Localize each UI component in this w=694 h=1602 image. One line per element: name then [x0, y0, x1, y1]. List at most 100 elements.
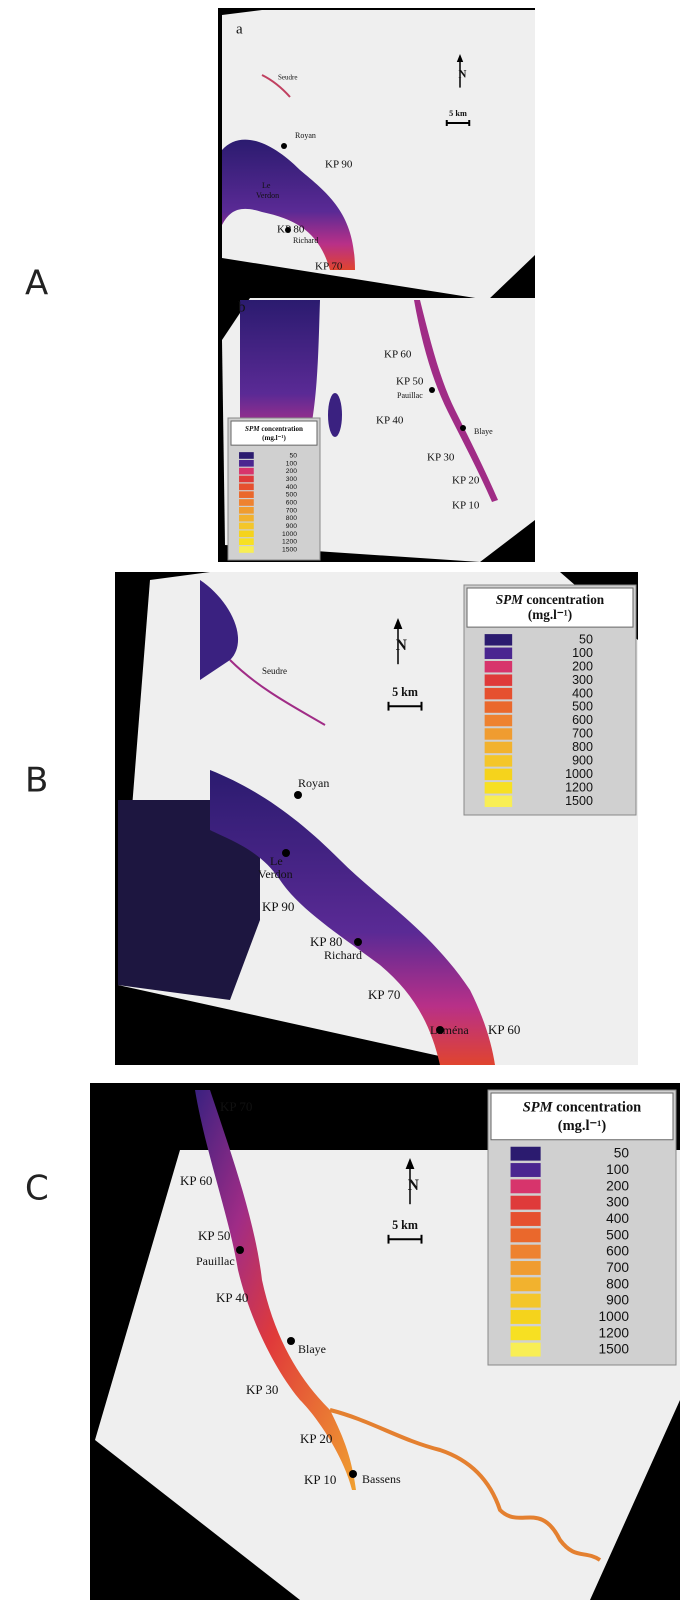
legend-swatch	[484, 795, 513, 807]
place-label: Pauillac	[196, 1254, 235, 1268]
river	[229, 659, 326, 726]
place-label: KP 10	[304, 1472, 336, 1487]
legend-label: 500	[286, 492, 297, 499]
legend-label: 800	[606, 1276, 629, 1291]
legend-swatch	[510, 1228, 541, 1243]
place-label: Blaye	[474, 427, 493, 436]
place-label: KP 60	[384, 349, 412, 361]
legend-swatch	[510, 1195, 541, 1210]
legend-label: 900	[572, 754, 593, 768]
legend-label: 800	[286, 515, 297, 522]
place-label: KP 60	[180, 1173, 212, 1188]
legend-swatch	[239, 475, 254, 483]
place-marker	[287, 1337, 295, 1345]
place-marker	[460, 425, 466, 431]
place-label: Verdon	[256, 191, 279, 200]
legend-label: 300	[606, 1195, 629, 1210]
place-label: Royan	[295, 131, 316, 140]
legend-title-italic: SPM	[523, 1100, 554, 1116]
place-marker	[281, 143, 287, 149]
north-label: N	[396, 637, 407, 654]
legend-label: 200	[572, 659, 593, 673]
legend-label: 1200	[598, 1325, 629, 1340]
north-arrowhead	[405, 1158, 415, 1169]
legend-swatch	[510, 1163, 541, 1177]
legend-label: 700	[606, 1260, 629, 1275]
place-label: KP 30	[246, 1382, 278, 1397]
place-marker	[236, 1246, 244, 1254]
place-label: KP 20	[452, 475, 480, 487]
legend-label: 1000	[282, 531, 297, 538]
place-label: Blaye	[298, 1342, 326, 1356]
place-marker	[294, 791, 302, 799]
legend-label: 1500	[565, 794, 593, 808]
legend-label: 50	[290, 452, 298, 459]
place-label: Richard	[293, 236, 318, 245]
place-label: KP 10	[452, 500, 480, 512]
scale-label: 5 km	[392, 1218, 418, 1232]
legend-title: SPM concentration	[496, 592, 605, 607]
place-label: KP 60	[488, 1022, 520, 1037]
legend-label: 500	[606, 1227, 629, 1242]
legend-label: 600	[572, 713, 593, 727]
legend-label: 1200	[282, 539, 297, 546]
place-marker	[354, 938, 362, 946]
legend-swatch	[510, 1212, 541, 1226]
place-label: Laména	[430, 1023, 469, 1037]
estuary	[195, 1090, 356, 1490]
legend-unit: (mg.l⁻¹)	[558, 1118, 607, 1134]
legend-swatch	[239, 483, 254, 491]
map-label: a	[236, 21, 243, 37]
legend-label: 600	[286, 499, 297, 506]
place-marker	[436, 1026, 444, 1034]
estuary	[222, 139, 355, 270]
place-label: KP 50	[396, 376, 424, 388]
legend-unit: (mg.l⁻¹)	[528, 607, 572, 622]
legend-swatch	[239, 538, 254, 545]
legend-label: 100	[606, 1162, 629, 1177]
legend-title-italic: SPM	[245, 425, 260, 433]
place-label: KP 40	[376, 415, 404, 427]
legend-title-rest: concentration	[526, 592, 604, 607]
panel-label: B	[25, 761, 48, 801]
legend-swatch	[239, 514, 254, 522]
legend-label: 100	[572, 646, 593, 660]
place-label: Bassens	[362, 1472, 401, 1486]
place-label: Le	[262, 181, 271, 190]
legend-swatch	[239, 491, 254, 498]
place-label: Seudre	[278, 74, 297, 82]
legend-label: 100	[286, 460, 297, 467]
legend-title: SPM concentration	[523, 1100, 641, 1116]
legend-label: 50	[579, 632, 593, 646]
legend-swatch	[484, 687, 513, 700]
legend-title-italic: SPM	[496, 592, 524, 607]
legend-label: 300	[572, 673, 593, 687]
legend-title-rest: concentration	[261, 425, 303, 433]
island	[328, 393, 342, 437]
legend-label: 200	[606, 1178, 629, 1193]
river	[329, 1408, 602, 1562]
place-label: KP 40	[216, 1290, 248, 1305]
legend-label: 700	[572, 727, 593, 741]
legend-swatch	[510, 1326, 541, 1341]
legend-swatch	[510, 1146, 541, 1161]
estuary	[210, 770, 495, 1065]
panel-label: A	[25, 264, 48, 304]
legend-swatch	[484, 714, 513, 727]
legend-label: 300	[286, 476, 297, 483]
legend-swatch	[484, 728, 513, 740]
place-marker	[349, 1470, 357, 1478]
legend-label: 600	[606, 1244, 629, 1259]
legend-swatch	[239, 506, 254, 514]
legend-label: 1500	[282, 546, 297, 553]
place-label: KP 90	[262, 899, 294, 914]
river	[261, 74, 291, 98]
legend-label: 1000	[565, 767, 593, 781]
legend-swatch	[484, 755, 513, 767]
legend-label: 400	[286, 484, 297, 491]
place-label: Pauillac	[397, 391, 423, 400]
place-marker	[429, 387, 435, 393]
legend-unit: (mg.l⁻¹)	[262, 434, 286, 442]
place-label: KP 50	[198, 1228, 230, 1243]
place-label: KP 70	[220, 1099, 252, 1114]
